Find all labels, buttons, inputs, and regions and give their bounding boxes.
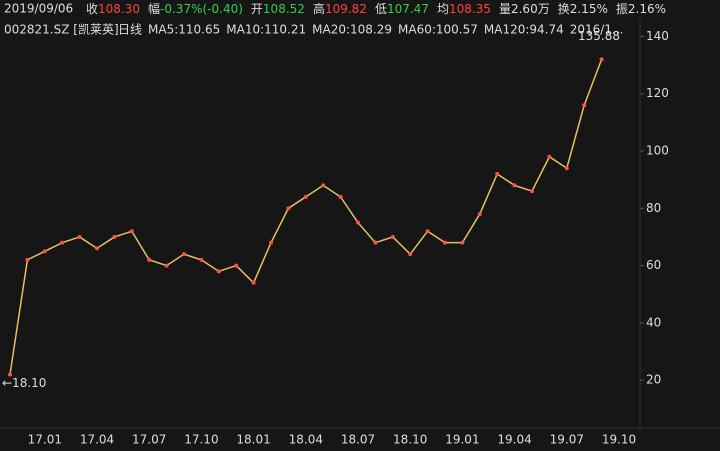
x-tick-label: 17.07 bbox=[132, 433, 166, 447]
price-point bbox=[547, 154, 552, 159]
stock-name: 002821.SZ [凯莱英] bbox=[4, 23, 119, 37]
x-tick-label: 18.01 bbox=[236, 433, 270, 447]
x-tick-label: 18.04 bbox=[289, 433, 323, 447]
price-point bbox=[199, 257, 204, 262]
field-value: -0.37%(-0.40) bbox=[160, 2, 243, 16]
header-field: 高109.82 bbox=[313, 1, 367, 16]
indicator: MA10:110.21 bbox=[226, 23, 306, 37]
field-value: 2.60万 bbox=[511, 2, 550, 16]
price-point bbox=[564, 166, 569, 171]
price-point bbox=[95, 246, 99, 251]
price-point bbox=[42, 249, 47, 254]
indicator: MA20:108.29 bbox=[312, 23, 392, 37]
field-label: 收 bbox=[86, 2, 98, 16]
field-label: 低 bbox=[375, 2, 387, 16]
price-point bbox=[599, 57, 604, 62]
indicator: MA120:94.74 bbox=[484, 23, 564, 37]
price-point bbox=[512, 183, 517, 188]
field-value: 108.30 bbox=[98, 2, 140, 16]
date: 2019/09/06 bbox=[4, 2, 73, 16]
price-point bbox=[147, 257, 152, 262]
x-tick-label: 17.01 bbox=[28, 433, 62, 447]
field-label: 开 bbox=[251, 2, 263, 16]
x-tick-label: 19.01 bbox=[445, 433, 479, 447]
field-label: 高 bbox=[313, 1, 325, 16]
price-point bbox=[460, 240, 465, 245]
header-field: 量2.60万 bbox=[499, 2, 550, 16]
field-value: 2.15% bbox=[570, 2, 608, 16]
field-value: 109.82 bbox=[325, 2, 367, 16]
price-point bbox=[477, 212, 482, 217]
field-label: 幅 bbox=[148, 1, 160, 16]
price-point bbox=[495, 171, 500, 176]
field-label: 换 bbox=[558, 2, 570, 16]
x-tick-label: 17.04 bbox=[80, 433, 114, 447]
price-point bbox=[129, 229, 134, 234]
header-field: 低107.47 bbox=[375, 2, 429, 16]
price-point bbox=[286, 206, 291, 211]
header-field: 开108.52 bbox=[251, 2, 305, 16]
y-tick-label: 20 bbox=[646, 373, 661, 387]
annotation: ←18.10 bbox=[2, 376, 46, 390]
y-tick-label: 60 bbox=[646, 258, 661, 272]
indicator: MA5:110.65 bbox=[148, 23, 220, 37]
y-tick-label: 100 bbox=[646, 144, 669, 158]
field-value: 107.47 bbox=[387, 2, 429, 16]
indicator: 2016/1... bbox=[570, 23, 624, 37]
price-point bbox=[425, 229, 430, 234]
field-value: 108.35 bbox=[449, 2, 491, 16]
price-point bbox=[338, 194, 343, 199]
price-point bbox=[182, 252, 186, 257]
header-field: 幅-0.37%(-0.40) bbox=[148, 1, 243, 16]
x-tick-label: 19.10 bbox=[602, 433, 636, 447]
x-tick-label: 19.04 bbox=[497, 433, 531, 447]
price-point bbox=[251, 280, 256, 285]
header-field: 收108.30 bbox=[86, 2, 140, 16]
price-point bbox=[112, 234, 117, 239]
x-tick-label: 18.10 bbox=[393, 433, 427, 447]
field-label: 量 bbox=[499, 2, 511, 16]
field-value: 108.52 bbox=[263, 2, 305, 16]
y-tick-label: 140 bbox=[646, 29, 669, 43]
indicator: MA60:100.57 bbox=[398, 23, 478, 37]
price-point bbox=[25, 257, 30, 262]
price-point bbox=[321, 183, 326, 188]
indicator: 日线 bbox=[118, 23, 142, 37]
price-point bbox=[216, 269, 221, 274]
x-tick-label: 18.07 bbox=[341, 433, 375, 447]
x-tick-label: 17.10 bbox=[184, 433, 218, 447]
price-point bbox=[373, 240, 378, 245]
price-point bbox=[269, 240, 273, 245]
price-point bbox=[390, 234, 395, 239]
price-point bbox=[582, 103, 587, 108]
price-point bbox=[356, 220, 360, 225]
price-point bbox=[164, 263, 169, 268]
field-label: 振 bbox=[616, 2, 628, 16]
price-point bbox=[8, 372, 12, 377]
price-point bbox=[77, 234, 82, 239]
price-point bbox=[303, 194, 308, 199]
field-label: 均 bbox=[437, 2, 449, 16]
field-value: 2.16% bbox=[628, 2, 666, 16]
price-point bbox=[60, 240, 65, 245]
x-tick-label: 19.07 bbox=[550, 433, 584, 447]
y-tick-label: 80 bbox=[646, 201, 661, 215]
y-tick-label: 120 bbox=[646, 86, 669, 100]
header-field: 均108.35 bbox=[437, 2, 491, 16]
price-point bbox=[443, 240, 447, 245]
price-point bbox=[530, 189, 534, 194]
annotation: 135.88 bbox=[578, 29, 620, 43]
price-point bbox=[408, 252, 413, 257]
price-point bbox=[234, 263, 239, 268]
header-field: 换2.15% bbox=[558, 2, 608, 16]
header-field: 振2.16% bbox=[616, 2, 666, 16]
y-tick-label: 40 bbox=[646, 315, 661, 329]
